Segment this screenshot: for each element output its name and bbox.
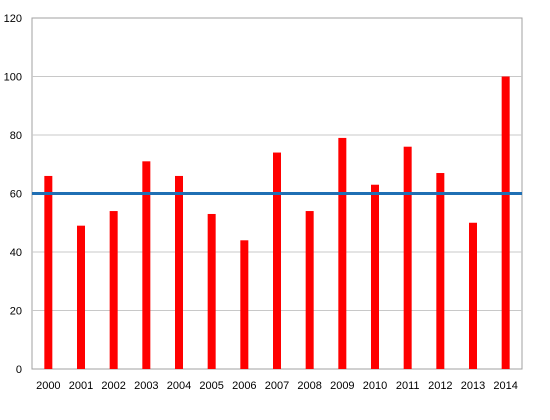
y-tick-label: 60	[10, 189, 22, 201]
y-tick-label: 80	[10, 130, 22, 142]
bar-2005	[207, 213, 216, 369]
bar-2003	[142, 161, 151, 369]
bar-2002	[109, 211, 118, 369]
bar-2009	[338, 137, 347, 369]
bars	[44, 76, 510, 369]
x-axis-ticks: 2000 2001 2002 2003 2004 2005 2006 2007 2008 2009…	[36, 380, 518, 392]
x-tick-label: 2007	[265, 380, 289, 392]
y-axis-ticks: 0 20 40 60 80 100 120	[4, 13, 22, 376]
x-tick-label: 2001	[69, 380, 93, 392]
bar-2007	[273, 152, 281, 369]
x-tick-label: 2012	[428, 380, 452, 392]
x-tick-label: 2005	[199, 380, 223, 392]
bar-2000	[44, 175, 53, 369]
x-tick-label: 2008	[297, 380, 321, 392]
x-tick-label: 2006	[232, 380, 256, 392]
x-tick-label: 2013	[461, 380, 485, 392]
x-tick-label: 2004	[167, 380, 191, 392]
bar-2013	[469, 222, 477, 369]
x-tick-label: 2002	[101, 380, 125, 392]
x-tick-label: 2000	[36, 380, 60, 392]
bar-2014	[501, 76, 510, 369]
x-tick-label: 2009	[330, 380, 354, 392]
bar-2004	[175, 175, 183, 369]
y-tick-label: 120	[4, 13, 22, 25]
bar-2006	[240, 240, 249, 369]
x-tick-label: 2011	[396, 380, 420, 392]
y-tick-label: 40	[10, 247, 22, 259]
bar-2012	[436, 173, 445, 369]
x-tick-label: 2003	[134, 380, 158, 392]
y-tick-label: 20	[10, 306, 22, 318]
bar-2001	[77, 225, 85, 369]
bar-2010	[371, 184, 379, 369]
x-tick-label: 2014	[493, 380, 517, 392]
y-tick-label: 0	[16, 364, 22, 376]
x-tick-label: 2010	[363, 380, 387, 392]
y-tick-label: 100	[4, 72, 22, 84]
bar-2008	[305, 211, 314, 369]
bar-2011	[403, 146, 412, 369]
